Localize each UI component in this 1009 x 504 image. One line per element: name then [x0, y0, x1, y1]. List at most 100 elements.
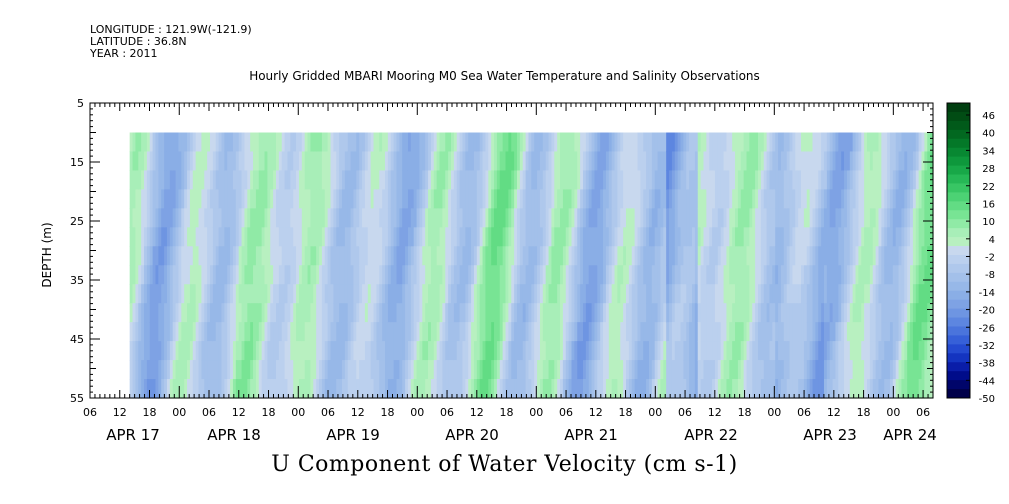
- heatmap-cell: [608, 303, 613, 323]
- heatmap-cell: [479, 246, 484, 266]
- heatmap-cell: [889, 151, 894, 172]
- heatmap-cell: [542, 341, 547, 361]
- heatmap-cell: [430, 379, 435, 399]
- heatmap-cell: [307, 227, 312, 247]
- heatmap-cell: [324, 132, 329, 153]
- heatmap-cell: [462, 360, 466, 380]
- heatmap-cell: [783, 303, 788, 323]
- heatmap-cell: [577, 246, 581, 266]
- heatmap-cell: [789, 170, 794, 190]
- heatmap-cell: [178, 227, 182, 247]
- heatmap-cell: [428, 341, 432, 361]
- heatmap-cell: [904, 303, 908, 323]
- heatmap-cell: [221, 284, 225, 304]
- heatmap-cell: [132, 208, 137, 228]
- heatmap-cell: [907, 322, 911, 342]
- heatmap-cell: [901, 265, 905, 285]
- heatmap-cell: [476, 265, 481, 285]
- heatmap-cell: [224, 284, 228, 304]
- heatmap-cell: [735, 227, 739, 247]
- heatmap-cell: [221, 360, 225, 380]
- heatmap-cell: [373, 208, 378, 228]
- heatmap-cell: [835, 151, 839, 172]
- heatmap-cell: [752, 151, 756, 172]
- heatmap-cell: [364, 341, 369, 361]
- heatmap-cell: [663, 132, 667, 153]
- heatmap-cell: [333, 341, 337, 361]
- heatmap-cell: [379, 303, 383, 323]
- heatmap-cell: [275, 227, 280, 247]
- heatmap-cell: [141, 265, 145, 285]
- heatmap-cell: [907, 246, 911, 266]
- heatmap-cell: [795, 151, 799, 172]
- heatmap-cell: [255, 379, 260, 399]
- heatmap-cell: [654, 189, 659, 209]
- heatmap-cell: [519, 132, 524, 153]
- heatmap-cell: [161, 284, 165, 304]
- heatmap-cell: [835, 284, 839, 304]
- heatmap-cell: [399, 379, 403, 399]
- heatmap-cell: [339, 246, 343, 266]
- heatmap-cell: [737, 189, 742, 209]
- heatmap-cell: [763, 341, 768, 361]
- heatmap-cell: [238, 284, 243, 304]
- heatmap-cell: [539, 151, 544, 172]
- heatmap-cell: [192, 208, 197, 228]
- heatmap-cell: [548, 322, 553, 342]
- heatmap-cell: [172, 151, 177, 172]
- heatmap-cell: [582, 341, 587, 361]
- heatmap-cell: [717, 322, 722, 342]
- colorbar-swatch: [947, 111, 970, 122]
- heatmap-cell: [370, 170, 375, 190]
- heatmap-cell: [413, 151, 418, 172]
- heatmap-cell: [904, 227, 908, 247]
- heatmap-cell: [792, 341, 796, 361]
- heatmap-cell: [367, 208, 372, 228]
- heatmap-cell: [347, 303, 352, 323]
- heatmap-cell: [746, 303, 750, 323]
- heatmap-cell: [402, 303, 406, 323]
- heatmap-cell: [689, 227, 693, 247]
- heatmap-cell: [382, 284, 386, 304]
- heatmap-cell: [462, 265, 466, 285]
- heatmap-cell: [591, 284, 596, 304]
- colorbar-swatch: [947, 183, 970, 193]
- heatmap-cell: [425, 132, 429, 153]
- heatmap-cell: [783, 246, 788, 266]
- heatmap-cell: [614, 246, 619, 266]
- heatmap-cell: [514, 265, 518, 285]
- heatmap-cell: [445, 341, 449, 361]
- heatmap-cell: [227, 379, 231, 399]
- heatmap-cell: [253, 322, 257, 342]
- heatmap-cell: [898, 284, 903, 304]
- heatmap-cell: [821, 341, 825, 361]
- heatmap-cell: [187, 227, 191, 247]
- heatmap-cell: [534, 132, 538, 153]
- heatmap-cell: [904, 170, 908, 190]
- heatmap-cell: [462, 208, 466, 228]
- heatmap-cell: [769, 303, 773, 323]
- heatmap-cell: [534, 303, 538, 323]
- heatmap-cell: [855, 132, 860, 153]
- heatmap-cell: [410, 379, 415, 399]
- heatmap-cell: [726, 303, 730, 323]
- heatmap-cell: [812, 170, 816, 190]
- heatmap-cell: [772, 341, 776, 361]
- heatmap-cell: [499, 151, 504, 172]
- heatmap-cell: [674, 265, 679, 285]
- heatmap-cell: [344, 379, 349, 399]
- heatmap-cell: [709, 379, 713, 399]
- heatmap-cell: [614, 208, 619, 228]
- heatmap-cell: [551, 132, 555, 153]
- heatmap-cell: [227, 227, 231, 247]
- heatmap-cell: [809, 227, 814, 247]
- heatmap-cell: [275, 360, 280, 380]
- heatmap-cell: [189, 284, 194, 304]
- heatmap-cell: [428, 379, 432, 399]
- heatmap-cell: [155, 208, 159, 228]
- heatmap-cell: [737, 322, 742, 342]
- colorbar-label: 16: [982, 199, 995, 210]
- heatmap-cell: [144, 151, 148, 172]
- heatmap-cell: [482, 151, 487, 172]
- heatmap-cell: [244, 341, 248, 361]
